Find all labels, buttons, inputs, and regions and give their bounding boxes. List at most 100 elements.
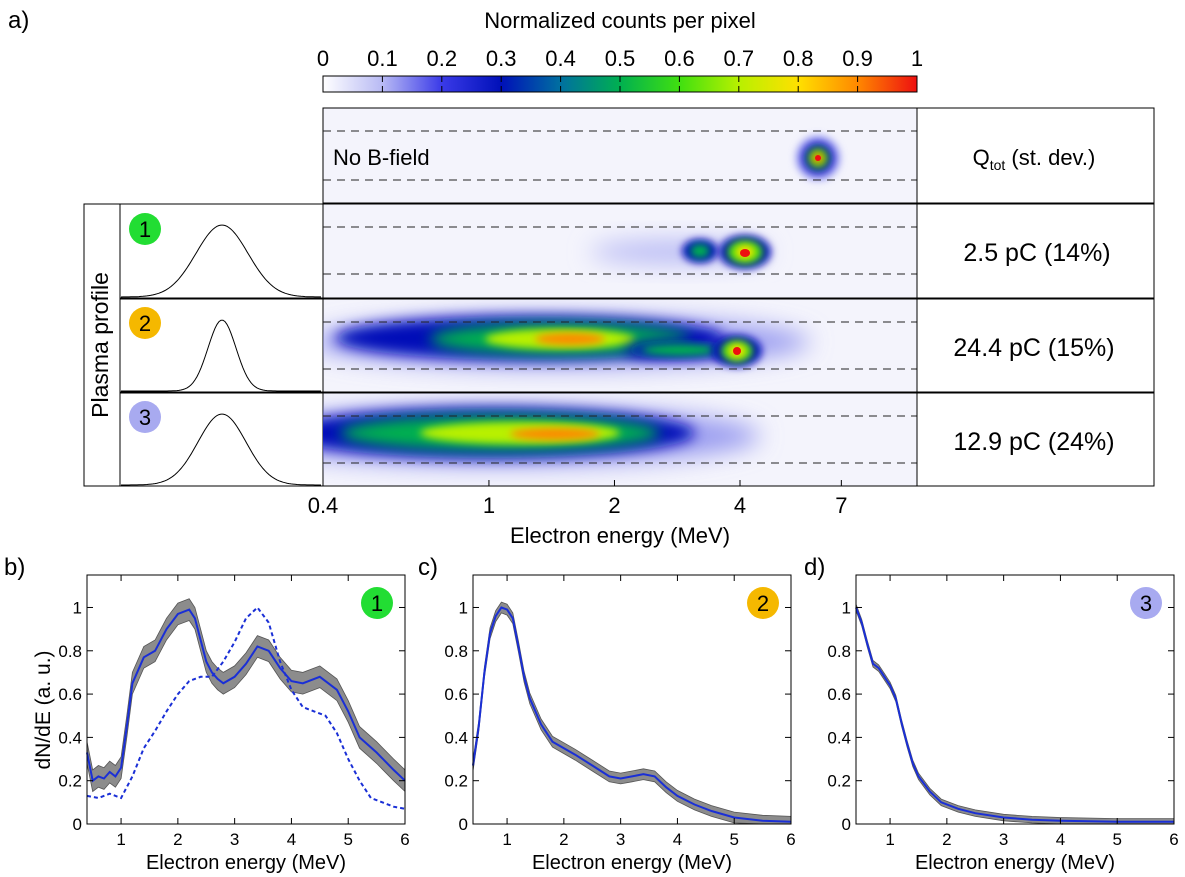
row-badge-3-text: 3 [139,405,151,430]
colorbar-tick-marks [381,76,859,92]
energy-tick-label: 1 [483,493,495,518]
x-tick-label: 1 [885,830,894,849]
row-badge-1 [129,213,161,245]
panel-c-label: c) [418,554,438,581]
x-tick-label: 6 [400,830,409,849]
chart-badge-text: 3 [1140,591,1152,616]
charge-box-1 [916,203,1155,299]
energy-tick-label: 4 [734,493,746,518]
series-line-dashed [86,606,406,810]
chart-b: 1 2 3 4 5 6 0 0.2 0.4 0.6 0.8 1 Electron energy (MeV… [58,574,410,874]
charge-value-1: 2.5 pC (14%) [963,239,1110,267]
y-tick-label: 1 [459,598,468,617]
x-tick-label: 2 [559,830,568,849]
x-tick-label: 3 [999,830,1008,849]
colorbar-title: Normalized counts per pixel [484,8,755,33]
row-badge-2-text: 2 [139,311,151,336]
no-field-image: No B-field [322,107,918,204]
plot-frame [855,574,1175,825]
colorbar-tick-label: 0.7 [724,46,755,71]
x-tick-label: 4 [287,830,296,849]
chart-badge-text: 2 [757,591,769,616]
y-tick-label: 0.8 [827,642,851,661]
panel-a-energy-ticks: 0.4 1 2 4 7 [308,480,847,518]
x-tick-label: 4 [1056,830,1065,849]
plot-frame [86,574,406,825]
energy-tick-label: 0.4 [308,493,339,518]
profile-curve-2 [121,319,321,392]
no-field-label: No B-field [333,145,430,170]
charge-value-2: 24.4 pC (15%) [953,334,1114,362]
x-tick-label: 3 [616,830,625,849]
x-axis-label: Electron energy (MeV) [915,852,1115,874]
plot-frame [472,574,792,825]
plasma-profile-label: Plasma profile [87,272,113,418]
x-tick-label: 3 [230,830,239,849]
profile-curve-3 [121,413,321,486]
colorbar-tick-labels: 0 0.1 0.2 0.3 0.4 0.5 0.6 0.7 0.8 0.9 1 [317,46,923,71]
x-tick-label: 5 [343,830,352,849]
row-2: 2 24.4 pC (15%) [119,298,1155,393]
y-tick-label: 0.8 [58,642,82,661]
series-line [86,608,406,783]
x-axis-label: Electron energy (MeV) [146,852,346,874]
x-tick-label: 2 [173,830,182,849]
y-tick-label: 0.6 [58,685,82,704]
colorbar-tick-label: 0.5 [605,46,636,71]
chart-badge-text: 1 [371,591,383,616]
chart-d: 1 2 3 4 5 6 0 0.2 0.4 0.6 0.8 1 Electron energy (MeV… [827,574,1179,874]
colorbar-tick-label: 0.2 [427,46,458,71]
x-tick-label: 6 [1169,830,1178,849]
y-tick-label: 0 [842,815,851,834]
colorbar-tick-label: 0.9 [842,46,873,71]
colorbar-tick-label: 0 [317,46,329,71]
x-tick-label: 2 [942,830,951,849]
y-tick-label: 0.4 [444,728,468,747]
colorbar-tick-label: 0.4 [545,46,576,71]
x-tick-label: 6 [786,830,795,849]
row-badge-1-text: 1 [139,217,151,242]
y-tick-label: 0.2 [444,772,468,791]
panel-d-label: d) [804,554,825,581]
colorbar-tick-label: 0.1 [367,46,398,71]
charge-header: Qtot (st. dev.) [916,107,1155,204]
charge-box-3 [916,392,1155,487]
series-line [472,606,792,823]
y-tick-label: 0.2 [827,772,851,791]
charge-header-text: Qtot (st. dev.) [973,145,1096,173]
chart-c: 1 2 3 4 5 6 0 0.2 0.4 0.6 0.8 1 Electron energy (MeV… [444,574,796,874]
y-tick-label: 0.8 [444,642,468,661]
x-tick-label: 1 [502,830,511,849]
x-tick-label: 4 [673,830,682,849]
panel-a-xlabel: Electron energy (MeV) [510,523,730,548]
x-tick-label: 1 [116,830,125,849]
series-line [855,607,1174,823]
profile-curve-1 [120,224,321,298]
y-tick-label: 1 [73,598,82,617]
x-tick-label: 5 [729,830,738,849]
chart-badge [747,587,779,619]
y-tick-label: 0 [73,815,82,834]
chart-badge [361,587,393,619]
charge-value-3: 12.9 pC (24%) [953,428,1114,456]
energy-tick-label: 7 [835,493,847,518]
chart-badge [1130,587,1162,619]
y-tick-label: 0.6 [827,685,851,704]
y-tick-label: 0.6 [444,685,468,704]
error-band [86,598,406,793]
row-1: 1 2.5 pC (14%) [119,203,1155,299]
panel-b-ylabel: dN/dE (a. u.) [32,650,55,769]
y-tick-label: 1 [842,598,851,617]
row-badge-2 [129,307,161,339]
y-tick-label: 0.4 [58,728,82,747]
x-tick-label: 5 [1112,830,1121,849]
y-tick-label: 0 [459,815,468,834]
colorbar-tick-label: 0.6 [664,46,695,71]
y-tick-label: 0.4 [827,728,851,747]
colorbar-tick-label: 1 [911,46,923,71]
colorbar-tick-label: 0.8 [783,46,814,71]
row-badge-3 [129,401,161,433]
energy-tick-label: 2 [608,493,620,518]
y-tick-label: 0.2 [58,772,82,791]
colorbar-tick-label: 0.3 [486,46,517,71]
